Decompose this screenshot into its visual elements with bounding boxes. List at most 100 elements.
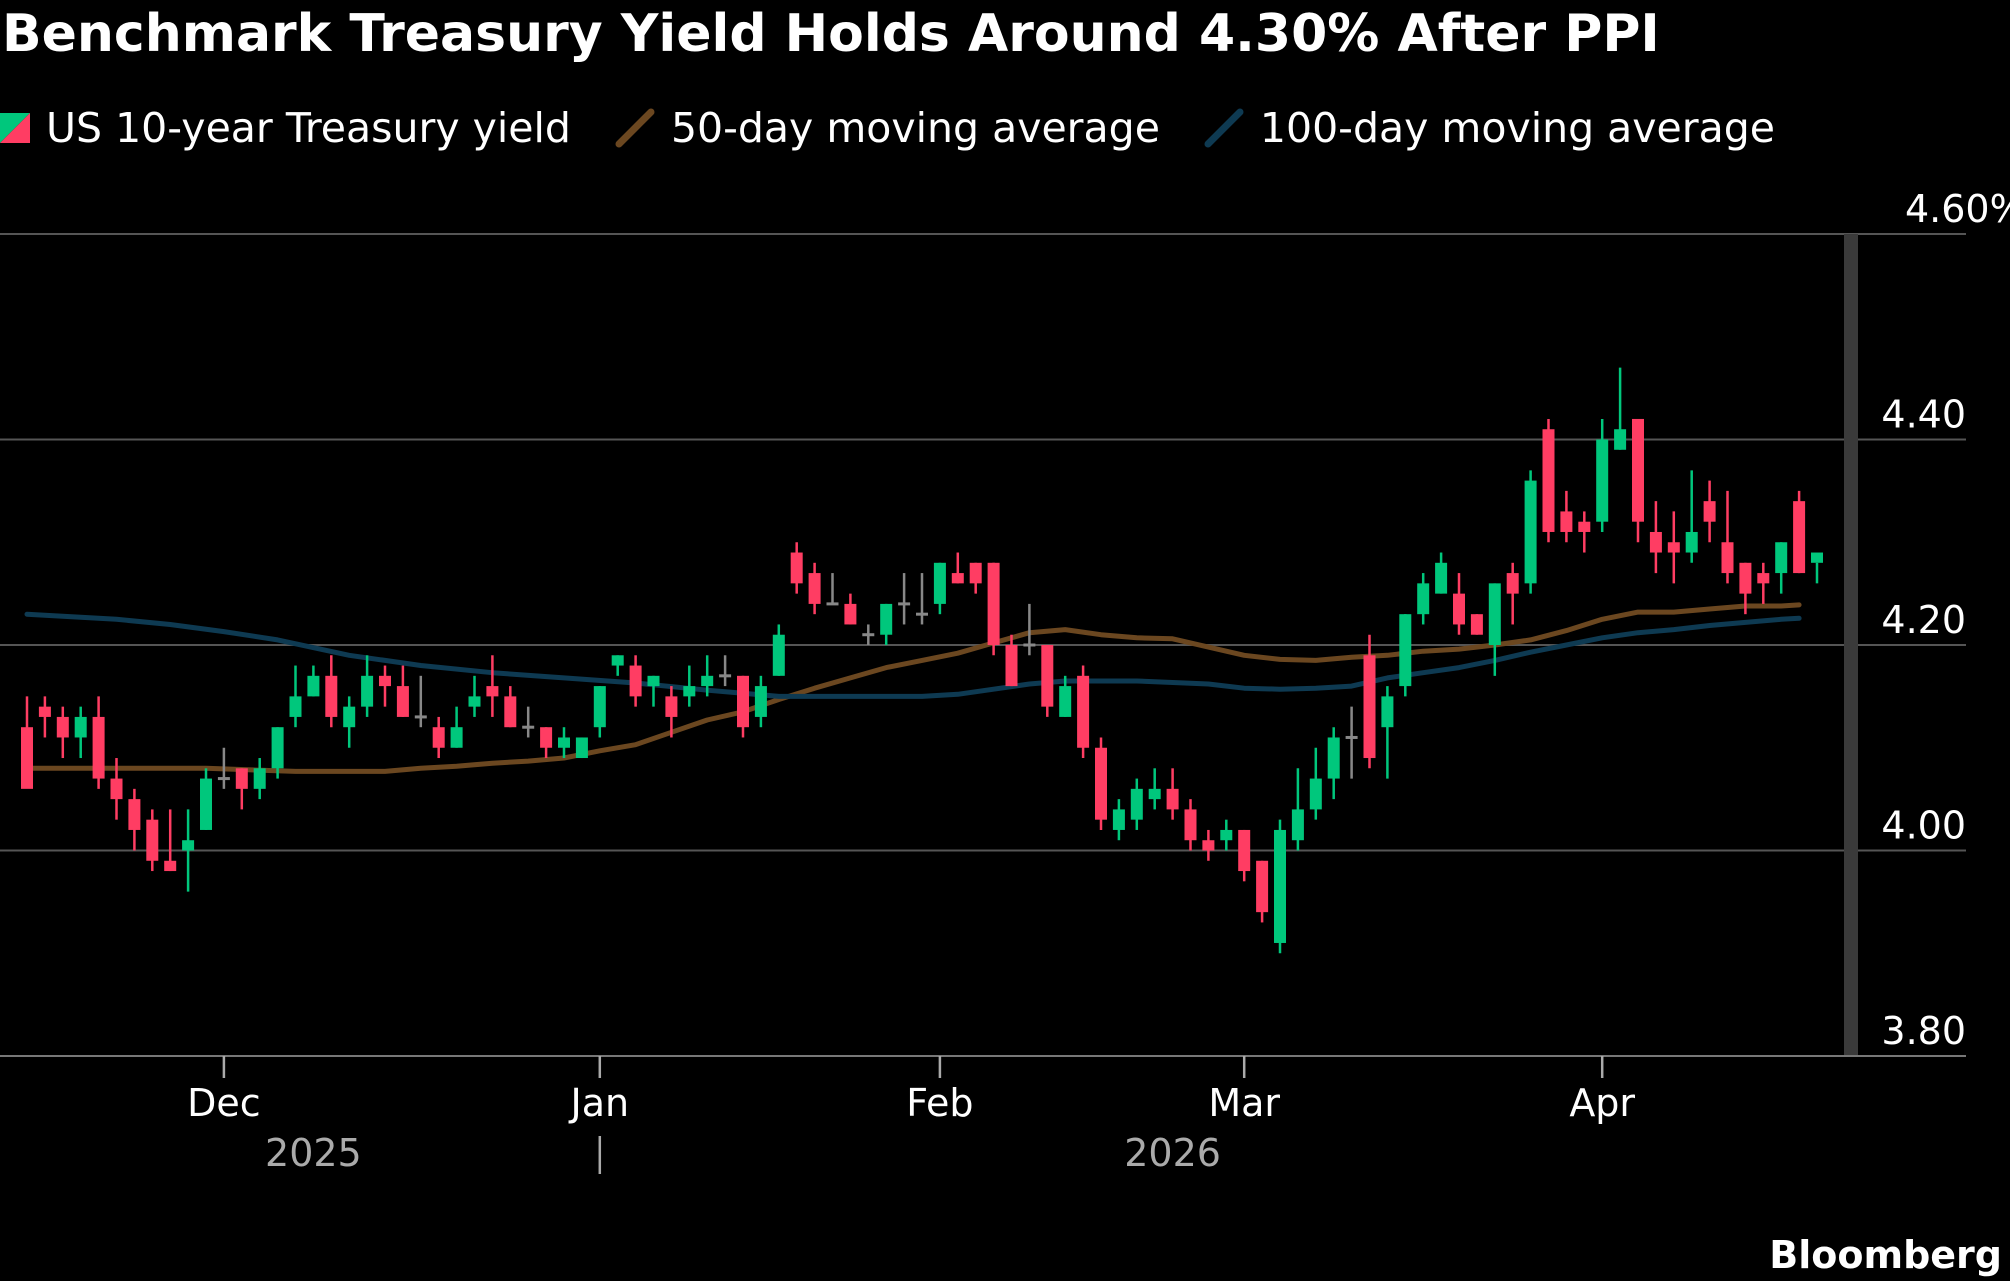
candle-body [1721,542,1734,574]
candle-body [808,573,821,604]
candle-body [772,634,785,676]
candle-body [38,706,51,717]
candle-up [1220,819,1233,851]
candle-up [1112,799,1125,841]
legend-label-ma100: 100-day moving average [1259,104,1775,152]
candle-up [450,706,463,748]
candle-down [325,655,338,728]
candle-body [92,716,105,779]
candle-body [1811,552,1823,563]
candle-up [1148,768,1161,810]
candle-body [1685,531,1698,553]
candle-flat [414,675,427,728]
candle-body [1793,501,1806,574]
candle-down [665,686,678,738]
candle-down [737,675,749,738]
candle-body [1453,593,1465,625]
candle-body [1488,583,1501,645]
candle-down [1578,511,1591,553]
candle-body [540,727,553,748]
candle-up [1417,573,1430,625]
line-swatch-icon [1204,108,1244,148]
candle-body [969,562,982,584]
candle-body [468,696,481,707]
candle-up [1775,542,1788,594]
ma100-line [24,611,1802,699]
candle-down [1667,511,1680,584]
candle-body [1435,562,1448,594]
candle-body [235,768,248,789]
candle-body [1506,573,1519,594]
x-tick-label: Apr [1569,1081,1635,1125]
candle-down [1721,490,1734,584]
candle-down [396,665,409,717]
candle-flat [1345,706,1358,779]
candle-body [1775,542,1788,574]
candle-down [486,655,499,717]
candle-down [1649,501,1662,574]
candle-body [1345,735,1358,739]
candle-down [110,758,123,820]
candle-up [1309,747,1322,820]
candle-body [164,860,177,872]
candle-body [253,768,266,789]
candle-up [289,665,302,728]
candle-down [1560,490,1573,543]
candle-body [1166,788,1179,810]
candle-body [1703,501,1716,522]
y-tick-label: 4.00 [1881,804,1966,848]
candle-body [862,633,875,637]
candle-body [21,727,33,789]
candle-down [1542,418,1555,543]
candle-down [504,686,517,728]
candle-up [74,706,87,759]
candle-flat [217,747,230,789]
candle-up [271,727,284,779]
latest-value-highlight [1844,234,1858,1056]
candle-body [1112,809,1125,830]
moving-average-lines [24,602,1802,774]
candle-up [253,758,266,800]
candle-down [1453,573,1465,635]
candlestick-swatch-icon [0,113,30,143]
candle-down [1739,562,1752,615]
candle-body [987,562,1000,645]
candle-body [754,686,767,717]
candle-body [504,696,517,728]
candle-body [361,675,374,707]
candle-body [701,675,714,687]
candle-up [361,655,374,717]
candle-up [1596,418,1609,532]
candle-down [56,706,69,759]
candle-down [1166,768,1179,820]
candle-body [844,603,857,625]
candle-down [379,665,391,707]
candle-up [1614,367,1627,450]
candle-up [468,675,481,717]
candle-up [683,665,696,707]
candle-body [271,727,284,769]
candle-up [1059,675,1072,717]
candle-down [1005,634,1018,687]
candle-body [1023,643,1036,647]
candle-up [1811,552,1823,584]
candle-up [1488,583,1501,676]
candle-body [1220,829,1233,841]
candle-body [1005,645,1018,687]
candle-up [701,655,714,697]
x-axis: Dec Jan Feb Mar Apr 2025 2026 [0,1055,1966,1175]
candle-body [1739,562,1752,594]
candle-body [1596,439,1609,522]
candle-down [844,593,857,625]
candle-body [379,675,391,687]
candle-body [790,552,803,584]
candle-down [808,562,821,615]
legend-label-ma50: 50-day moving average [670,104,1160,152]
source-credit: Bloomberg [1769,1233,2002,1277]
candle-down [969,562,982,594]
candle-down [1202,829,1215,861]
legend: US 10-year Treasury yield 50-day moving … [0,98,1819,158]
candle-flat [898,573,911,625]
candle-body [1202,840,1215,851]
candle-body [182,840,195,851]
